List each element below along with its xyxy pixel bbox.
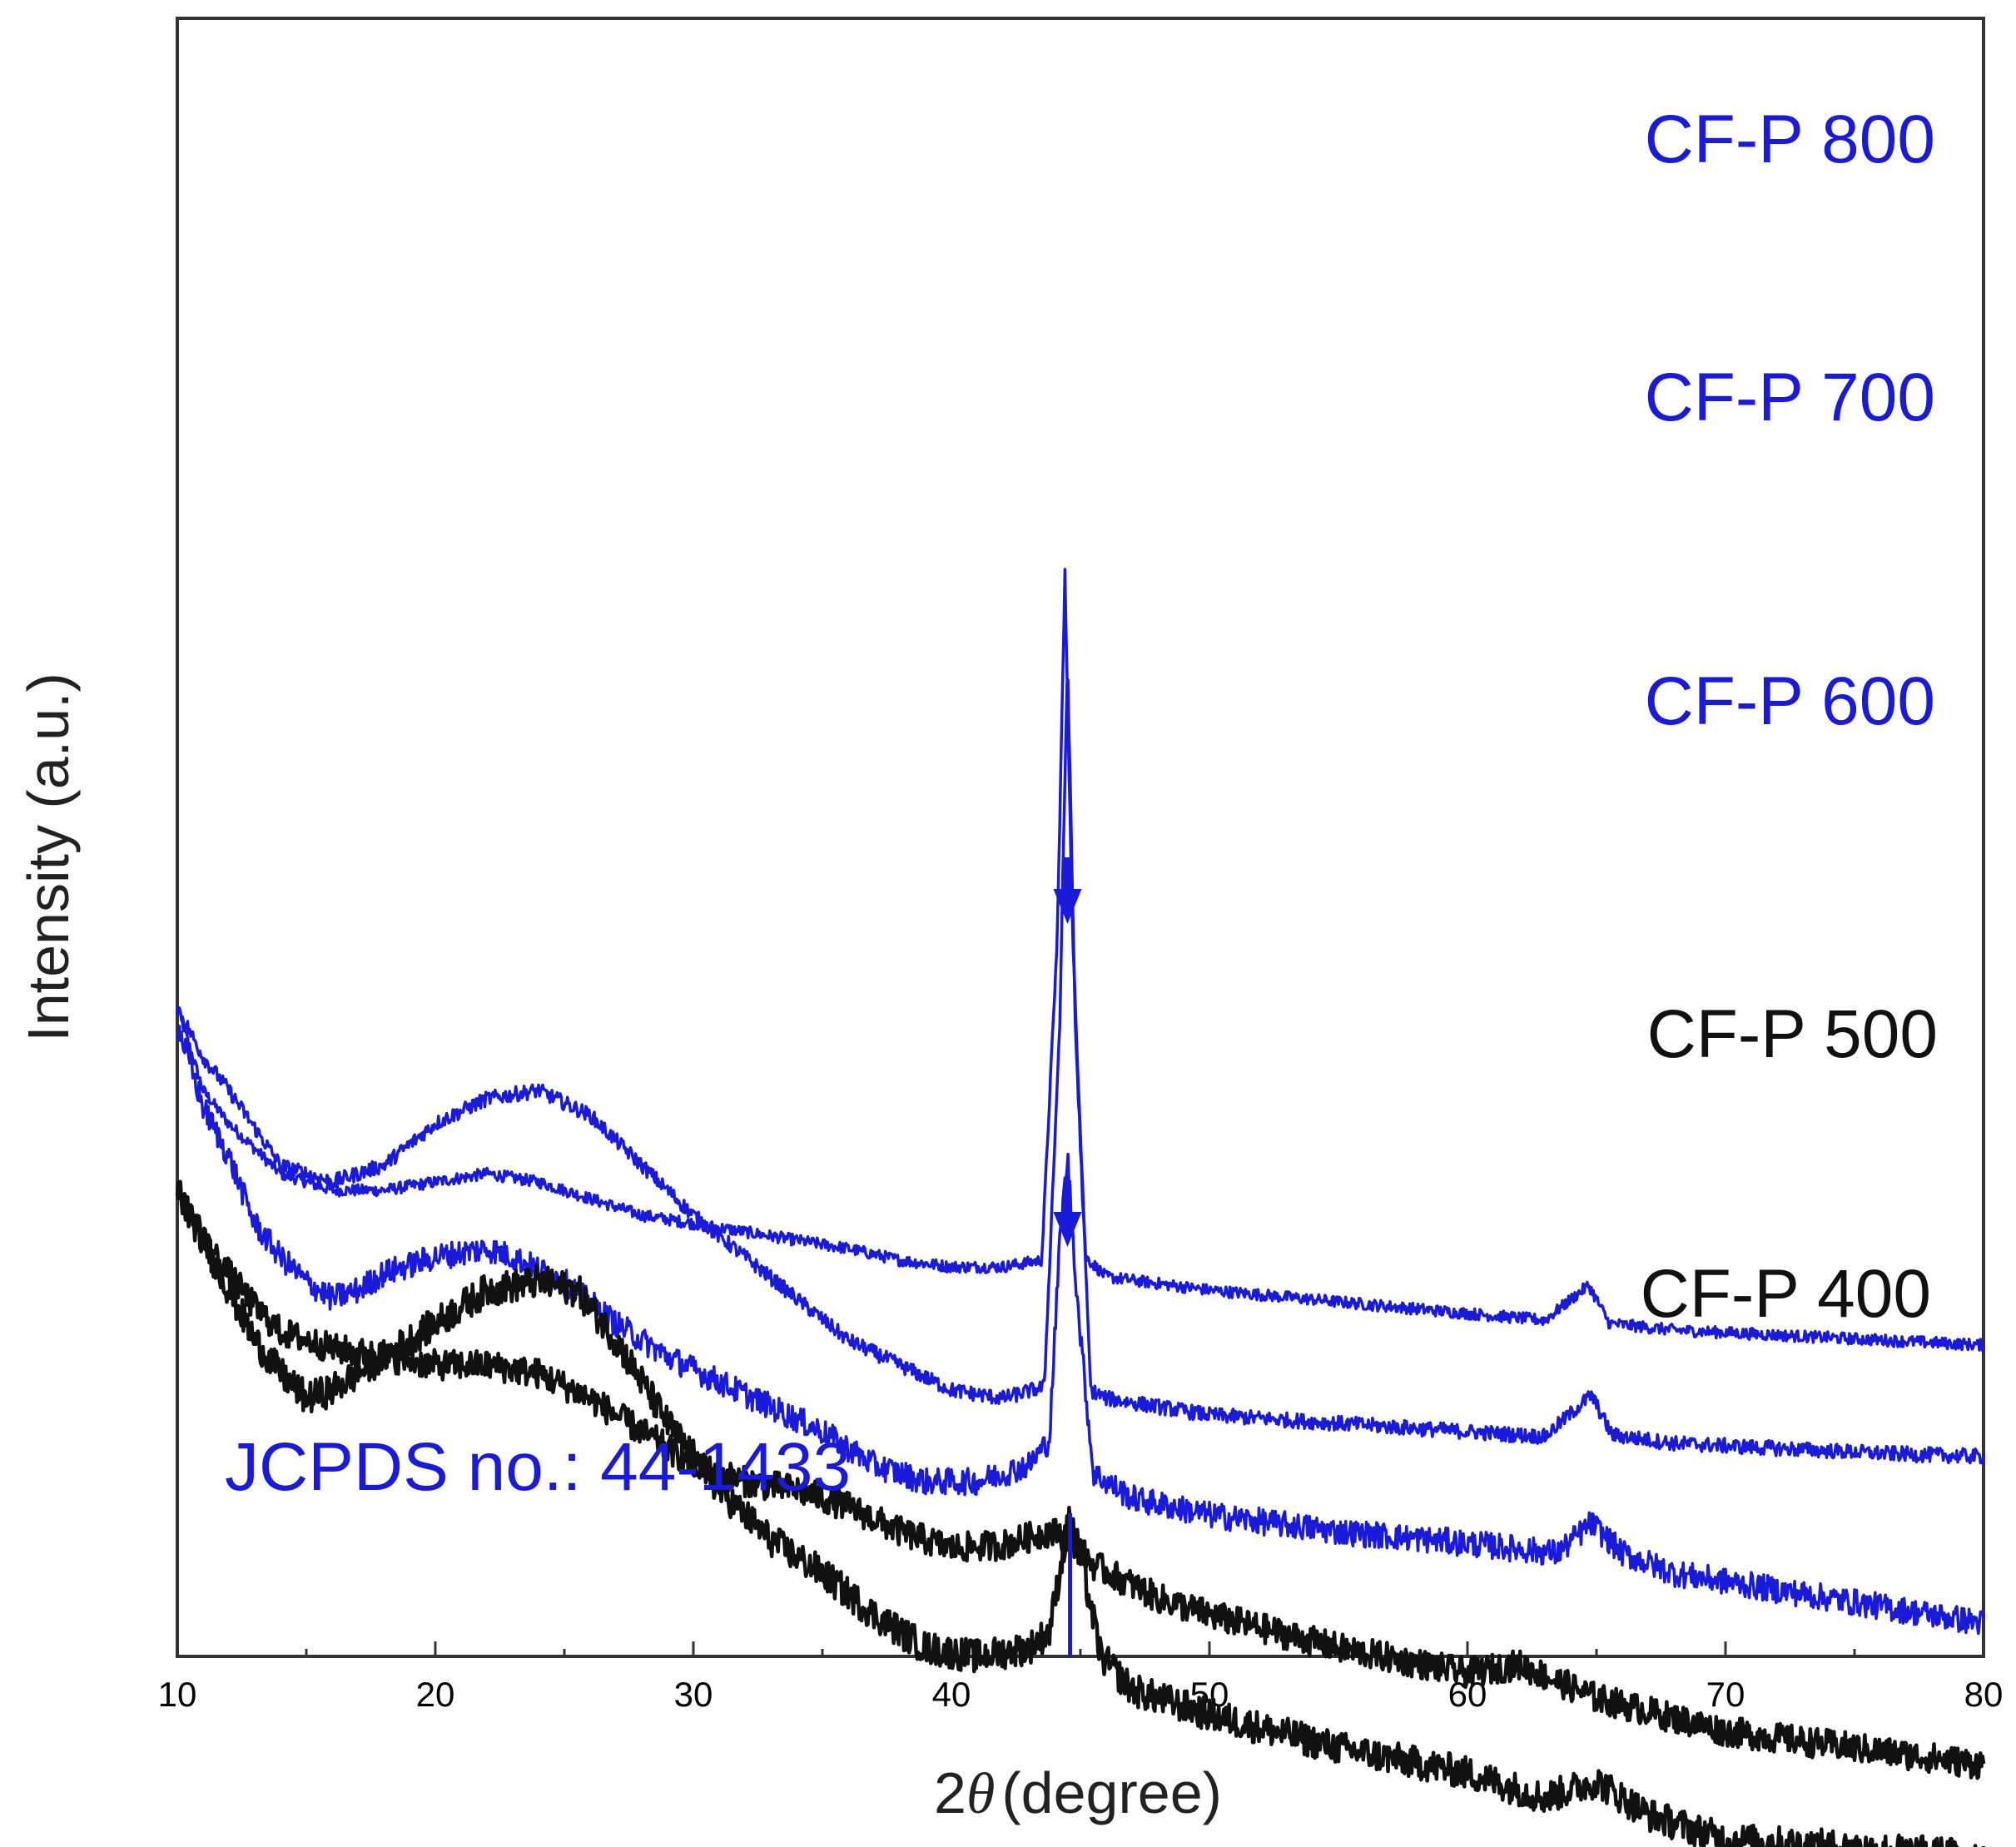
x-axis-title-symbol: θ	[966, 1762, 995, 1826]
x-tick-label-70: 70	[1706, 1675, 1745, 1714]
series-label-cf-p-800: CF-P 800	[1645, 102, 1935, 177]
reference-label: JCPDS no.: 44-1433	[225, 1429, 851, 1505]
series-line-cf-p-500	[175, 1180, 1986, 1847]
x-axis-title: 2θ (degree)	[934, 1760, 1222, 1826]
arrow-head-cf-p-400	[1053, 1212, 1082, 1247]
y-axis-title: Intensity (a.u.)	[16, 673, 81, 1042]
x-tick-label-20: 20	[416, 1675, 455, 1714]
series-line-cf-p-400	[175, 1179, 1986, 1780]
plot-frame-group	[176, 17, 1985, 1658]
x-axis-ticks: 10 20 30 40 50 60 70 80	[158, 1641, 2004, 1714]
x-tick-label-10: 10	[158, 1675, 197, 1714]
annotations	[1053, 857, 1082, 1247]
reference-pattern: JCPDS no.: 44-1433	[225, 1429, 1073, 1656]
series-line-cf-p-700	[176, 678, 1985, 1465]
series-label-cf-p-500: CF-P 500	[1647, 996, 1938, 1072]
arrow-head-cf-p-500	[1053, 889, 1082, 924]
series-line-cf-p-600	[176, 1025, 1985, 1636]
series-label-cf-p-700: CF-P 700	[1645, 360, 1935, 435]
x-axis-title-suffix: (degree)	[1001, 1760, 1222, 1825]
plot-frame	[176, 17, 1985, 1658]
series-lines: CF-P 800 CF-P 700 CF-P 600 CF-P 500 CF-P 400	[175, 102, 1986, 1847]
x-tick-label-40: 40	[932, 1675, 971, 1714]
x-axis-title-prefix: 2	[934, 1760, 966, 1825]
series-label-cf-p-600: CF-P 600	[1645, 663, 1935, 739]
x-tick-label-80: 80	[1964, 1675, 2004, 1714]
x-tick-label-30: 30	[674, 1675, 713, 1714]
series-label-cf-p-400: CF-P 400	[1641, 1256, 1931, 1332]
